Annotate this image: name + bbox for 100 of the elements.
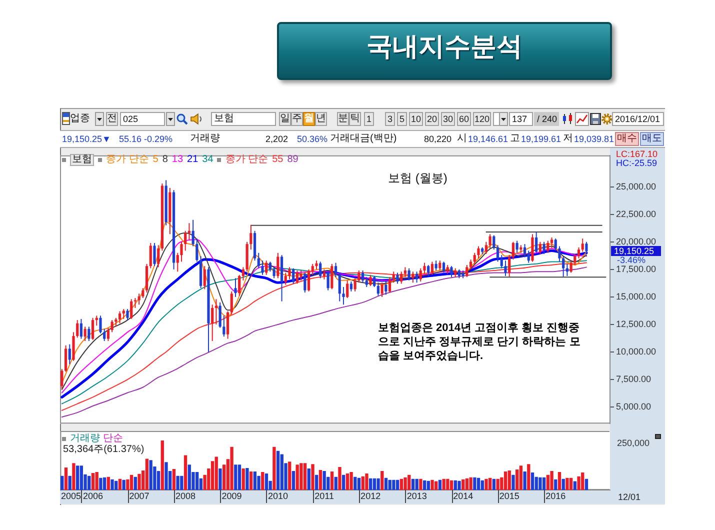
text: 19,039.81: [574, 134, 614, 144]
candlestick: [542, 241, 546, 254]
text: 19,150.25: [611, 246, 661, 256]
candlestick: [550, 236, 554, 249]
candlestick: [512, 241, 514, 260]
text: 19,146.61: [468, 134, 508, 144]
bar: [134, 476, 137, 490]
candlestick: [354, 278, 356, 292]
button: 주: [291, 112, 303, 126]
bar: [573, 481, 576, 490]
text: 55.16: [119, 134, 142, 144]
candlestick: [60, 368, 64, 390]
bar: [300, 463, 303, 490]
text: 50.36%: [297, 134, 328, 144]
bar: [372, 478, 376, 490]
bar: [442, 478, 446, 490]
candlestick: [523, 244, 526, 258]
bar: [249, 471, 253, 490]
candlestick: [334, 262, 338, 278]
bar: [230, 446, 234, 490]
candlestick: [218, 302, 222, 328]
bar: [130, 474, 134, 490]
candlestick: [257, 252, 260, 269]
text: 12/01: [618, 491, 641, 503]
bar: [534, 476, 538, 490]
candlestick: [106, 327, 110, 342]
y-tick-label: 20,000.00: [616, 236, 656, 246]
candlestick: [222, 315, 226, 338]
text: LC:167.10: [616, 149, 659, 159]
bar: [184, 455, 188, 490]
candlestick: [380, 282, 384, 298]
bar: [516, 470, 519, 490]
candlestick: [284, 272, 287, 286]
bar: [512, 474, 515, 490]
button: 30: [441, 112, 455, 126]
bar: [188, 464, 191, 490]
bar: [338, 467, 342, 490]
bar: [542, 477, 546, 490]
candlestick: [226, 310, 230, 340]
bar: [562, 478, 565, 490]
x-tick-label: 2005: [60, 490, 82, 501]
bar: [280, 454, 284, 490]
input-field: 보험: [211, 112, 276, 126]
candlestick: [434, 260, 438, 271]
text: 고: [510, 133, 520, 144]
bar: [246, 468, 249, 490]
candlestick: [307, 268, 310, 292]
bar: [118, 478, 122, 490]
text: -0.29%: [144, 134, 173, 144]
candlestick: [488, 234, 492, 249]
candlestick: [558, 246, 561, 262]
bar: [106, 476, 110, 490]
candlestick: [408, 268, 410, 281]
bar: [426, 480, 430, 490]
bar: [357, 478, 361, 490]
bar: [95, 472, 98, 490]
bar: [484, 478, 488, 490]
candlestick: [496, 244, 500, 262]
bar: [415, 478, 418, 490]
bar: [156, 470, 160, 490]
bar: [376, 478, 380, 490]
bar: [434, 481, 438, 490]
candlestick: [126, 308, 129, 321]
candlestick: [365, 276, 368, 288]
bar: [523, 471, 526, 490]
bar: [110, 479, 114, 490]
bar: [196, 472, 199, 490]
bar: [550, 470, 554, 490]
bar: [172, 469, 176, 490]
bar: [346, 473, 350, 490]
candlestick: [404, 266, 406, 278]
y-tick-label: 22,500.00: [616, 208, 656, 219]
bar: [446, 478, 450, 490]
x-tick-label: 2013: [406, 490, 427, 501]
bar: [342, 474, 346, 490]
candlestick: [192, 219, 194, 247]
x-tick-label: 2011: [314, 490, 334, 501]
text: 19,199.61: [521, 134, 562, 144]
button: 매수: [615, 132, 639, 146]
x-tick-label: 2010: [268, 490, 288, 501]
candlestick: [304, 272, 306, 294]
chart-title: 국내지수분석: [366, 31, 522, 61]
candlestick: [361, 270, 364, 284]
bar: [126, 479, 130, 490]
bar: [419, 478, 422, 490]
candlestick: [276, 252, 280, 279]
bar: [438, 480, 442, 490]
bar: [558, 472, 562, 490]
text: 55: [272, 154, 284, 166]
candlestick: [516, 240, 518, 254]
candlestick: [122, 308, 125, 320]
candlestick: [473, 252, 476, 264]
x-tick-label: 2009: [222, 490, 242, 501]
bar: [138, 474, 141, 490]
candlestick: [469, 258, 472, 270]
x-tick-label: 2015: [499, 490, 520, 501]
candlestick: [242, 266, 245, 281]
bar: [149, 460, 152, 490]
button: 10: [409, 112, 423, 126]
bar: [354, 476, 357, 490]
